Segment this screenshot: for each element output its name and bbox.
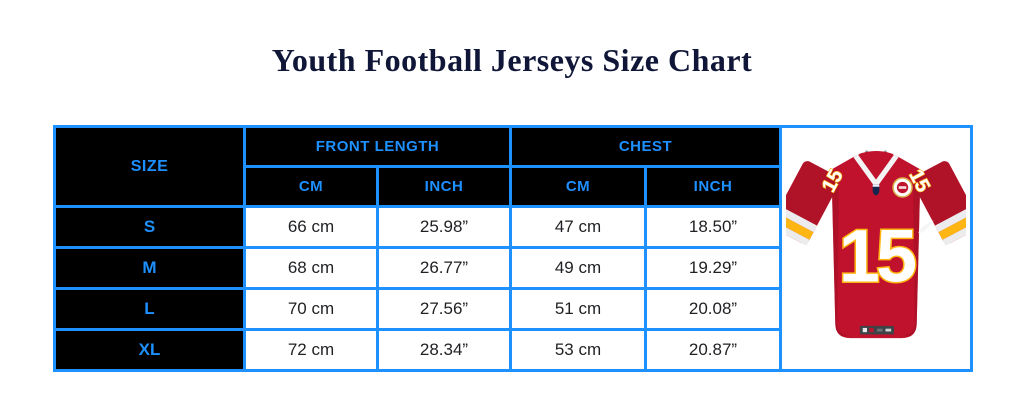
chest-inch-cell: 18.50” <box>644 205 782 249</box>
front-length-cm-cell: 66 cm <box>243 205 379 249</box>
header-front-length: FRONT LENGTH <box>243 125 512 168</box>
jersey-collar <box>853 152 899 188</box>
jersey-left-sleeve <box>786 160 840 246</box>
front-length-inch-cell: 28.34” <box>376 328 512 372</box>
nike-swoosh-icon <box>918 220 934 233</box>
jersey-right-sleeve <box>912 160 966 246</box>
jersey-shadow-left <box>831 169 851 336</box>
header-row-groups: SIZE FRONT LENGTH CHEST <box>53 125 973 372</box>
team-patch-icon <box>892 176 913 198</box>
size-chart-table: SIZE FRONT LENGTH CHEST <box>53 125 973 372</box>
size-chart: SIZE FRONT LENGTH CHEST <box>53 125 973 372</box>
jock-tag <box>859 325 894 334</box>
jersey-shadow-right <box>901 169 921 336</box>
size-row-m: M 68 cm 26.77” 49 cm 19.29” <box>53 246 972 290</box>
size-cell: XL <box>53 328 246 372</box>
front-length-cm-cell: 68 cm <box>243 246 379 290</box>
jersey-chest-number: 15 <box>839 214 916 297</box>
chest-cm-cell: 47 cm <box>509 205 647 249</box>
front-length-inch-cell: 25.98” <box>376 205 512 249</box>
chest-inch-cell: 19.29” <box>644 246 782 290</box>
header-chest: CHEST <box>509 125 782 168</box>
size-cell: L <box>53 287 246 331</box>
chest-inch-cell: 20.87” <box>644 328 782 372</box>
chest-cm-cell: 53 cm <box>509 328 647 372</box>
subheader-front-cm: CM <box>243 165 379 208</box>
size-cell: M <box>53 246 246 290</box>
jersey-collar-inner-line <box>858 153 894 180</box>
nfl-shield-icon <box>872 184 880 196</box>
size-row-s: S 66 cm 25.98” 47 cm 18.50” <box>53 205 972 249</box>
front-length-inch-cell: 26.77” <box>376 246 512 290</box>
size-cell: S <box>53 205 246 249</box>
front-length-cm-cell: 72 cm <box>243 328 379 372</box>
chest-cm-cell: 49 cm <box>509 246 647 290</box>
chest-cm-cell: 51 cm <box>509 287 647 331</box>
page-title: Youth Football Jerseys Size Chart <box>271 42 753 78</box>
header-row-units: CM INCH CM INCH <box>55 165 972 208</box>
jersey-image-cell: 15 15 15 <box>779 125 973 372</box>
chest-inch-cell: 20.08” <box>644 287 782 331</box>
jersey-body <box>831 150 921 338</box>
subheader-chest-cm: CM <box>509 165 647 208</box>
header-size: SIZE <box>53 125 246 208</box>
subheader-front-inch: INCH <box>376 165 512 208</box>
front-length-cm-cell: 70 cm <box>243 287 379 331</box>
size-row-l: L 70 cm 27.56” 51 cm 20.08” <box>53 287 972 331</box>
size-row-xl: XL 72 cm 28.34” 53 cm 20.87” <box>53 328 972 372</box>
jersey-illustration: 15 15 15 <box>786 149 966 338</box>
front-length-inch-cell: 27.56” <box>376 287 512 331</box>
subheader-chest-inch: INCH <box>644 165 782 208</box>
